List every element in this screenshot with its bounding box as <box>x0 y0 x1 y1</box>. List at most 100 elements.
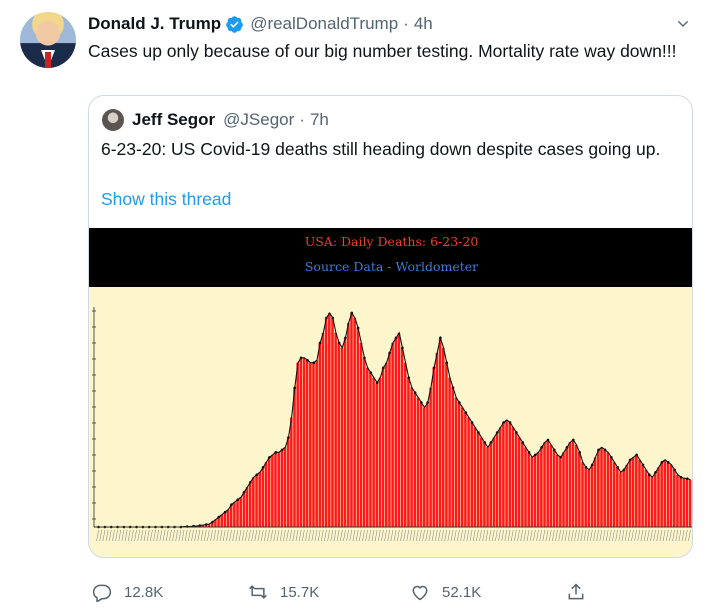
x-tick-label <box>295 529 299 542</box>
daily-deaths-bar-chart <box>92 307 692 542</box>
data-point <box>685 477 689 481</box>
retweet-button[interactable]: 15.7K <box>248 580 319 604</box>
x-tick-label <box>257 529 261 542</box>
bar <box>460 407 464 527</box>
x-tick-label <box>684 529 688 542</box>
bar <box>220 514 223 527</box>
bar <box>464 412 467 527</box>
author-avatar[interactable] <box>20 12 76 68</box>
data-point <box>306 358 309 362</box>
bar <box>255 474 258 527</box>
author-name[interactable]: Donald J. Trump <box>88 14 222 33</box>
share-button[interactable] <box>566 580 598 604</box>
x-tick-label <box>431 529 435 542</box>
x-tick-label <box>150 529 153 542</box>
reply-button[interactable]: 12.8K <box>92 580 163 604</box>
data-point <box>622 468 626 472</box>
avatar-tie <box>45 52 51 68</box>
data-point <box>496 431 499 434</box>
x-tick-label <box>621 529 625 542</box>
x-tick-label <box>210 529 213 542</box>
x-tick-label <box>605 529 609 542</box>
x-tick-label <box>175 529 178 542</box>
x-tick-label <box>99 529 103 542</box>
x-tick-label <box>314 529 318 542</box>
x-tick-label <box>460 529 463 542</box>
bar <box>619 472 622 527</box>
quoted-author-avatar[interactable] <box>102 109 124 131</box>
bar <box>502 422 505 527</box>
x-tick-label <box>580 529 584 542</box>
x-tick-label <box>545 529 549 542</box>
data-point <box>337 341 341 345</box>
x-tick-label <box>653 529 656 542</box>
x-tick-label <box>542 529 546 542</box>
x-tick-label <box>602 529 606 542</box>
bar <box>517 437 521 527</box>
tweet-timestamp[interactable]: 4h <box>413 14 433 33</box>
bar <box>565 447 568 527</box>
bar <box>312 362 315 527</box>
bar <box>350 312 353 527</box>
data-point <box>249 480 252 484</box>
data-point <box>540 446 543 449</box>
bar <box>574 444 578 527</box>
x-tick-label <box>396 529 400 542</box>
x-tick-label <box>428 529 432 542</box>
quoted-author-handle[interactable]: @JSegor <box>223 110 295 129</box>
chevron-down-icon[interactable] <box>675 16 691 32</box>
bar <box>682 478 686 527</box>
data-point <box>413 391 417 394</box>
data-point <box>439 336 442 340</box>
bar <box>479 437 483 527</box>
bar <box>347 322 350 527</box>
x-tick-label <box>292 529 296 542</box>
quoted-timestamp[interactable]: 7h <box>309 110 329 129</box>
x-tick-label <box>115 529 118 542</box>
bar <box>505 419 508 527</box>
x-tick-label <box>533 529 536 542</box>
data-point <box>673 468 676 472</box>
bar <box>334 332 337 527</box>
bar <box>233 502 236 527</box>
bar <box>631 457 635 527</box>
data-point <box>546 438 550 442</box>
x-tick-label <box>675 529 679 542</box>
x-tick-label <box>447 529 451 542</box>
bar <box>559 457 562 527</box>
retweet-icon <box>249 585 267 599</box>
bar <box>660 462 663 527</box>
data-point <box>236 498 240 501</box>
x-tick-label <box>273 529 277 542</box>
bar <box>331 317 334 527</box>
quoted-tweet-card[interactable]: Jeff Segor @JSegor · 7h 6-23-20: US Covi… <box>88 95 693 558</box>
x-tick-label <box>393 529 397 542</box>
x-tick-label <box>222 529 226 542</box>
bar <box>448 377 451 527</box>
x-tick-label <box>517 529 520 542</box>
bar <box>679 477 682 527</box>
bar <box>524 447 527 527</box>
author-handle[interactable]: @realDonaldTrump <box>250 14 399 33</box>
bar <box>476 432 480 527</box>
x-tick-label <box>548 529 552 542</box>
x-tick-label <box>102 529 106 542</box>
x-tick-label <box>485 529 489 542</box>
bar <box>483 442 486 527</box>
data-point <box>299 356 303 360</box>
data-point <box>242 490 246 494</box>
like-button[interactable]: 52.1K <box>410 580 481 604</box>
show-thread-link[interactable]: Show this thread <box>101 189 232 209</box>
data-point <box>572 438 575 442</box>
x-tick-label <box>681 529 685 542</box>
x-tick-label <box>488 529 492 542</box>
bar <box>296 362 299 527</box>
x-tick-label <box>159 529 163 542</box>
x-tick-label <box>146 529 150 542</box>
bar <box>578 452 581 527</box>
x-tick-label <box>466 529 470 542</box>
bar <box>340 347 344 527</box>
quoted-author-name[interactable]: Jeff Segor <box>132 110 216 129</box>
bar <box>359 342 363 527</box>
bar <box>669 464 673 527</box>
